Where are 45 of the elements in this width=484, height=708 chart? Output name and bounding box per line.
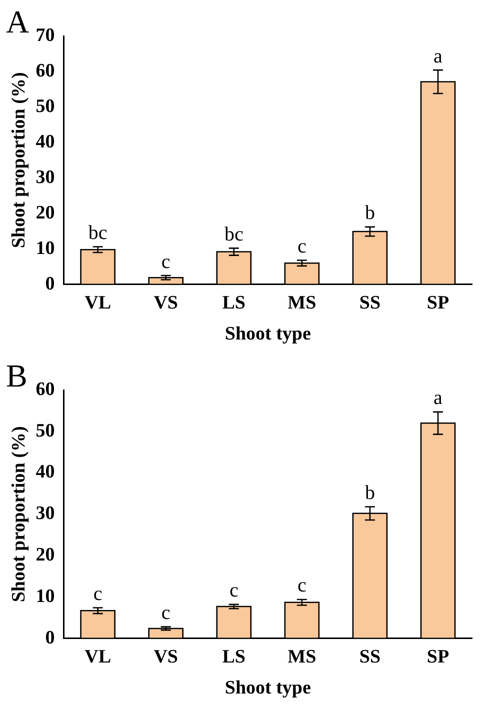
y-tick-label: 20 <box>36 544 55 566</box>
x-tick-label: VS <box>154 292 178 314</box>
annotation: c <box>297 574 306 597</box>
y-tick-label: 0 <box>45 627 55 648</box>
annotation: b <box>364 202 375 224</box>
annotation: bc <box>224 223 244 246</box>
x-tick-label: LS <box>222 646 246 668</box>
y-tick-label: 10 <box>36 586 55 607</box>
y-tick-label: 50 <box>36 420 55 442</box>
y-tick-label: 30 <box>36 503 55 524</box>
x-tick-label: MS <box>288 292 316 314</box>
annotation: c <box>297 236 306 258</box>
y-tick-label: 30 <box>36 166 55 188</box>
x-tick-label: VL <box>84 292 112 314</box>
x-tick-label: SS <box>359 646 381 668</box>
annotation: bc <box>88 222 108 244</box>
y-tick-label: 60 <box>36 378 55 400</box>
y-tick-label: 50 <box>36 96 55 117</box>
x-tick-label: VL <box>84 646 112 668</box>
annotation: a <box>434 387 443 410</box>
x-axis-title: Shoot type <box>224 324 311 345</box>
x-tick-label: SS <box>359 292 381 314</box>
x-tick-label: SP <box>426 646 450 668</box>
y-tick-label: 20 <box>36 202 55 224</box>
y-tick-label: 10 <box>36 238 55 259</box>
y-tick-label: 60 <box>36 60 55 82</box>
chart-title: A <box>6 3 30 40</box>
x-tick-label: SP <box>426 292 450 314</box>
y-axis-title: Shoot proportion (%) <box>8 72 30 248</box>
chart-title: B <box>6 357 28 394</box>
y-tick-label: 40 <box>36 462 55 483</box>
x-tick-label: MS <box>288 646 316 668</box>
x-tick-label: VS <box>154 646 178 668</box>
annotation: c <box>93 583 102 606</box>
x-tick-label: LS <box>222 292 246 314</box>
y-tick-label: 40 <box>36 131 55 152</box>
annotation: c <box>161 602 170 624</box>
y-tick-label: 70 <box>36 24 55 46</box>
annotation: c <box>161 250 170 273</box>
y-axis-title: Shoot proportion (%) <box>8 426 30 602</box>
annotation: a <box>434 45 443 68</box>
y-tick-label: 0 <box>45 273 55 294</box>
annotation: c <box>229 580 238 602</box>
annotation: b <box>364 482 375 504</box>
x-axis-title: Shoot type <box>224 678 311 699</box>
